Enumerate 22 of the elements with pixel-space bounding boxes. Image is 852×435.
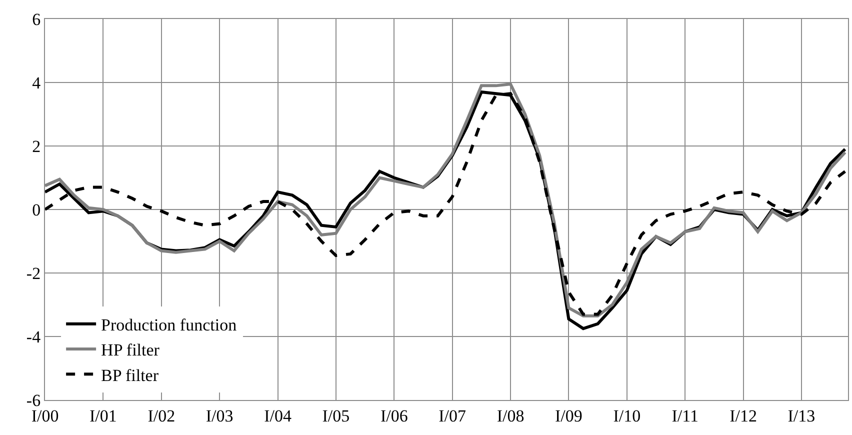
x-tick-label: I/06 [380, 406, 408, 426]
x-tick-label: I/05 [322, 406, 350, 426]
legend-label: BP filter [101, 366, 159, 385]
x-tick-label: I/07 [438, 406, 467, 426]
x-tick-label: I/08 [496, 406, 524, 426]
legend-label: HP filter [101, 340, 160, 360]
x-tick-label: I/13 [788, 406, 816, 426]
x-tick-label: I/02 [148, 406, 176, 426]
y-tick-label: 2 [32, 136, 41, 156]
x-tick-label: I/04 [264, 406, 292, 426]
y-tick-label: -2 [26, 264, 41, 283]
legend-label: Production function [101, 316, 238, 335]
y-tick-label: 0 [32, 200, 41, 220]
x-tick-label: I/09 [555, 406, 582, 426]
y-tick-label: 4 [32, 73, 42, 92]
x-tick-label: I/01 [89, 406, 117, 426]
y-tick-label: -4 [26, 327, 42, 346]
x-tick-label: I/10 [613, 406, 641, 426]
y-tick-label: 6 [32, 10, 41, 29]
x-tick-label: I/11 [672, 406, 698, 426]
x-tick-label: I/12 [730, 406, 757, 426]
x-tick-label: I/03 [206, 406, 234, 426]
